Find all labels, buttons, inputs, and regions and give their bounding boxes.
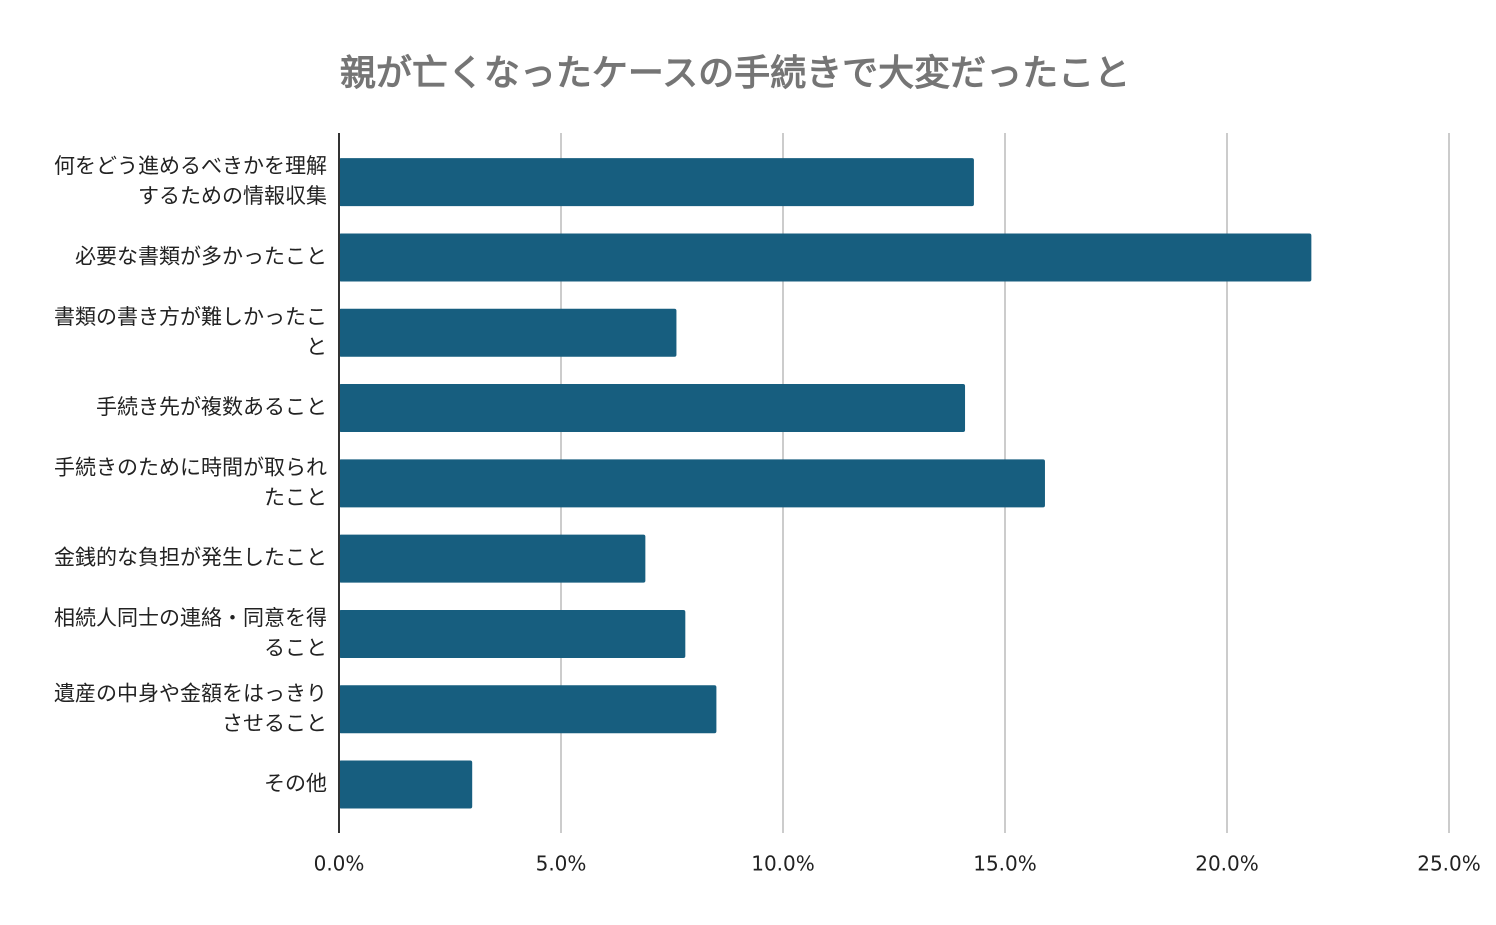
bar <box>339 384 966 433</box>
x-tick-label: 5.0% <box>536 852 587 876</box>
y-tick-label: 書類の書き方が難しかったこと <box>54 305 327 359</box>
bar <box>339 685 717 734</box>
y-tick-label: 金銭的な負担が発生したこと <box>54 546 327 570</box>
bar <box>339 158 974 207</box>
bar <box>339 308 677 357</box>
y-tick-label: 何をどう進めるべきかを理解するための情報収集 <box>54 154 327 208</box>
y-tick-label: その他 <box>264 772 327 796</box>
y-tick-label: 必要な書類が多かったこと <box>75 244 327 268</box>
bar <box>339 534 646 583</box>
label-line: 手続きのために時間が取られ <box>54 455 327 479</box>
label-line: たこと <box>264 485 327 509</box>
label-line: 遺産の中身や金額をはっきり <box>54 681 327 705</box>
x-tick-label: 10.0% <box>751 852 815 876</box>
chart-title: 親が亡くなったケースの手続きで大変だったこと <box>340 52 1130 94</box>
label-line: させること <box>222 711 327 735</box>
label-line: と <box>306 335 327 359</box>
x-tick-label: 15.0% <box>973 852 1037 876</box>
bar <box>339 760 473 809</box>
x-tick-label: 20.0% <box>1195 852 1259 876</box>
x-tick-label: 0.0% <box>314 852 365 876</box>
label-line: ること <box>264 636 327 660</box>
bar <box>339 459 1045 508</box>
y-tick-label: 手続き先が複数あること <box>96 395 327 419</box>
y-tick-label: 遺産の中身や金額をはっきりさせること <box>54 681 327 735</box>
y-tick-label: 手続きのために時間が取られたこと <box>54 455 327 509</box>
label-line: 相続人同士の連絡・同意を得 <box>54 606 327 630</box>
bar <box>339 233 1312 282</box>
label-line: 書類の書き方が難しかったこ <box>54 305 327 329</box>
x-tick-label: 25.0% <box>1417 852 1481 876</box>
label-line: 何をどう進めるべきかを理解 <box>54 154 327 178</box>
label-line: するための情報収集 <box>138 184 327 208</box>
y-tick-label: 相続人同士の連絡・同意を得ること <box>54 606 327 660</box>
bar <box>339 609 686 658</box>
